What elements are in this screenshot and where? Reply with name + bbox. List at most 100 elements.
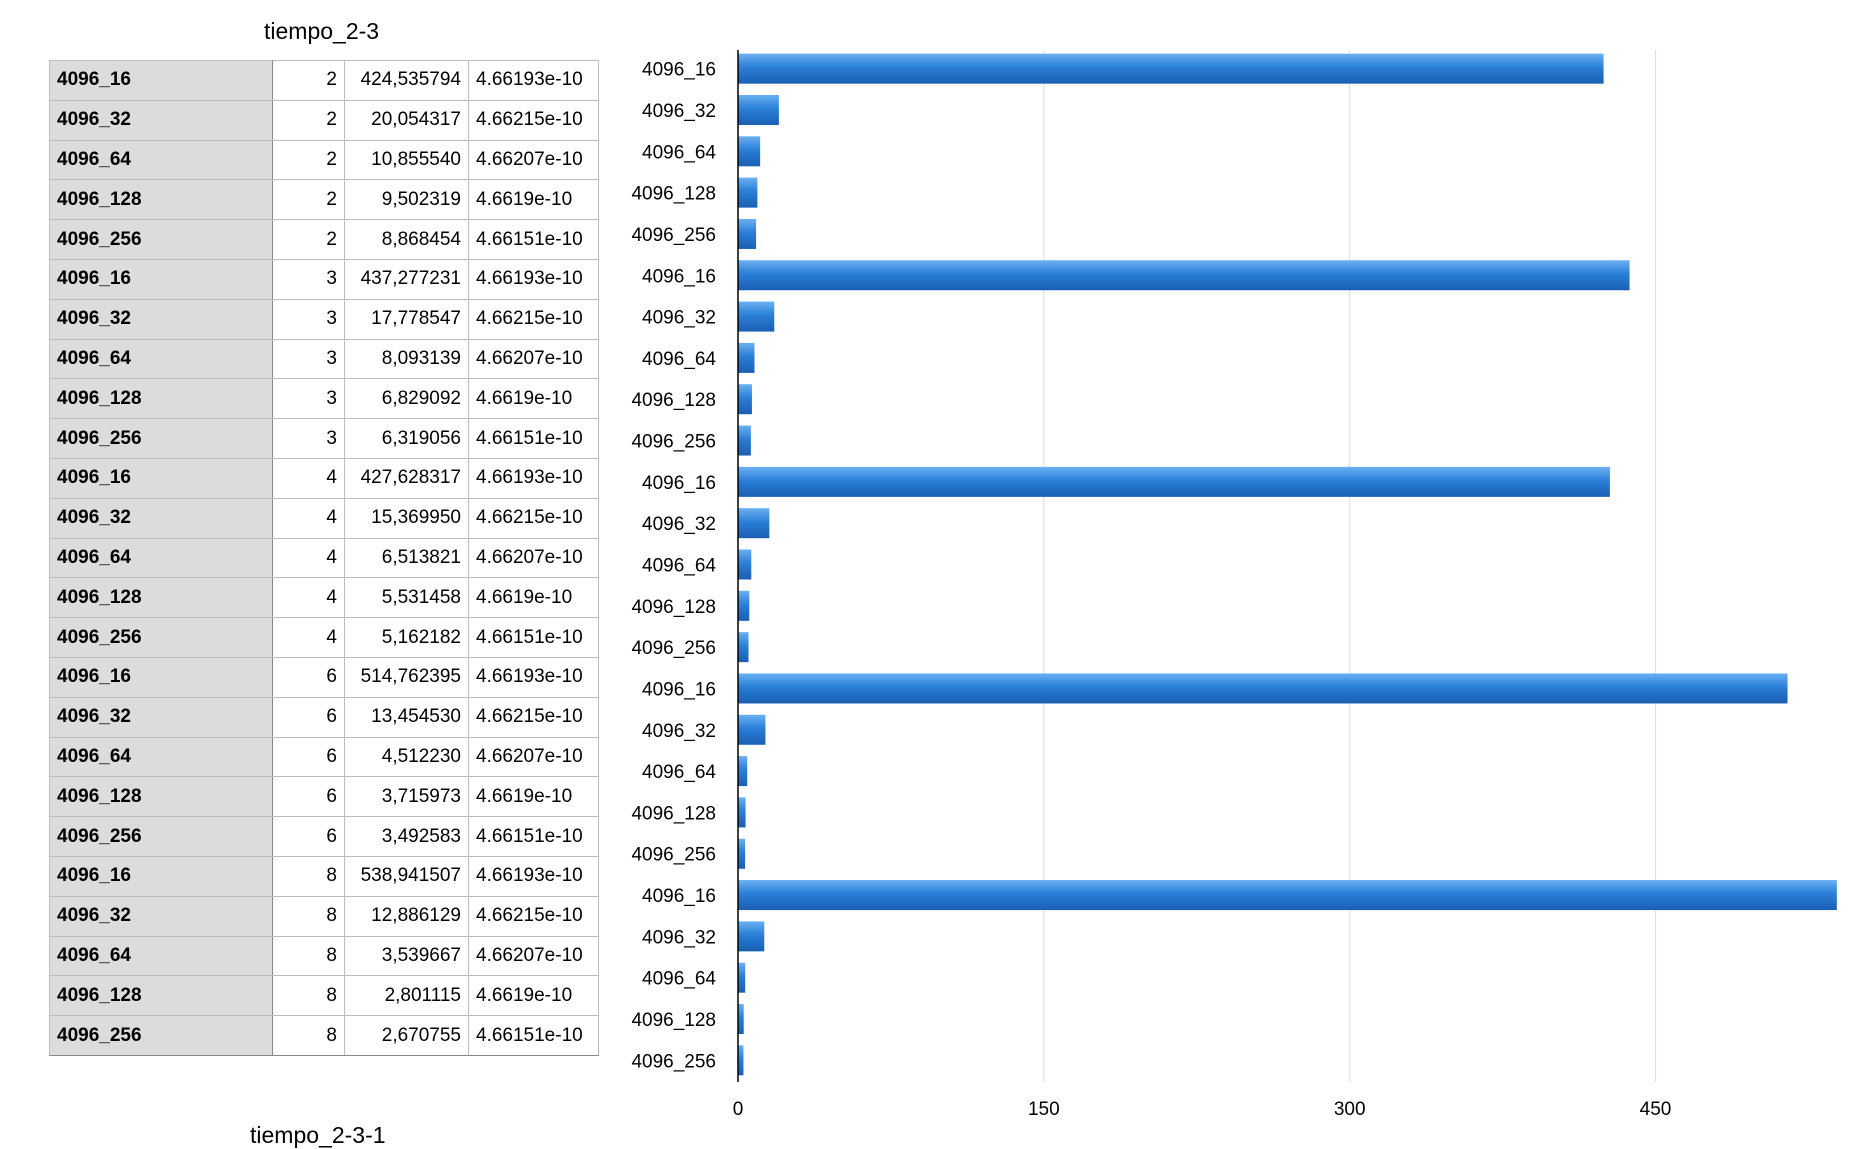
row-label[interactable]: 4096_16 xyxy=(49,855,273,897)
row-n[interactable]: 3 xyxy=(272,338,345,380)
bar[interactable] xyxy=(738,549,752,580)
row-n[interactable]: 6 xyxy=(272,736,345,778)
bar[interactable] xyxy=(738,425,751,456)
row-label[interactable]: 4096_16 xyxy=(49,656,273,698)
row-n[interactable]: 2 xyxy=(272,179,345,221)
row-label[interactable]: 4096_64 xyxy=(49,537,273,579)
row-time[interactable]: 437,277231 xyxy=(344,258,469,300)
row-time[interactable]: 4,512230 xyxy=(344,736,469,778)
bar[interactable] xyxy=(738,921,765,952)
row-time[interactable]: 8,868454 xyxy=(344,219,469,260)
row-time[interactable]: 10,855540 xyxy=(344,139,469,181)
row-time[interactable]: 9,502319 xyxy=(344,179,469,221)
row-error[interactable]: 4.66207e-10 xyxy=(468,537,599,579)
row-label[interactable]: 4096_64 xyxy=(49,736,273,778)
bar[interactable] xyxy=(738,94,779,125)
row-time[interactable]: 15,369950 xyxy=(344,497,469,539)
row-n[interactable]: 4 xyxy=(272,537,345,579)
row-error[interactable]: 4.66207e-10 xyxy=(468,338,599,380)
row-label[interactable]: 4096_32 xyxy=(49,298,273,340)
row-error[interactable]: 4.66193e-10 xyxy=(468,60,599,101)
row-error[interactable]: 4.66207e-10 xyxy=(468,736,599,778)
bar[interactable] xyxy=(738,508,770,539)
row-label[interactable]: 4096_32 xyxy=(49,895,273,937)
row-n[interactable]: 2 xyxy=(272,60,345,101)
row-n[interactable]: 6 xyxy=(272,776,345,818)
row-n[interactable]: 3 xyxy=(272,258,345,300)
bar[interactable] xyxy=(738,962,746,993)
row-label[interactable]: 4096_16 xyxy=(49,258,273,300)
row-label[interactable]: 4096_256 xyxy=(49,418,273,459)
row-n[interactable]: 6 xyxy=(272,816,345,857)
row-time[interactable]: 3,492583 xyxy=(344,816,469,857)
bar[interactable] xyxy=(738,53,1604,84)
row-time[interactable]: 427,628317 xyxy=(344,457,469,499)
row-n[interactable]: 3 xyxy=(272,418,345,459)
row-n[interactable]: 8 xyxy=(272,935,345,977)
bar[interactable] xyxy=(738,177,758,208)
row-error[interactable]: 4.66151e-10 xyxy=(468,617,599,658)
row-error[interactable]: 4.6619e-10 xyxy=(468,179,599,221)
row-time[interactable]: 3,715973 xyxy=(344,776,469,818)
row-time[interactable]: 3,539667 xyxy=(344,935,469,977)
row-error[interactable]: 4.66151e-10 xyxy=(468,1015,599,1056)
row-time[interactable]: 2,801115 xyxy=(344,975,469,1017)
row-label[interactable]: 4096_128 xyxy=(49,378,273,420)
bar[interactable] xyxy=(738,797,746,828)
row-n[interactable]: 2 xyxy=(272,139,345,181)
row-n[interactable]: 3 xyxy=(272,378,345,420)
row-label[interactable]: 4096_32 xyxy=(49,497,273,539)
row-label[interactable]: 4096_64 xyxy=(49,935,273,977)
bar[interactable] xyxy=(738,466,1610,497)
row-error[interactable]: 4.66215e-10 xyxy=(468,99,599,141)
row-label[interactable]: 4096_256 xyxy=(49,816,273,857)
bar[interactable] xyxy=(738,1045,744,1076)
row-time[interactable]: 5,162182 xyxy=(344,617,469,658)
row-label[interactable]: 4096_32 xyxy=(49,696,273,738)
row-time[interactable]: 6,513821 xyxy=(344,537,469,579)
row-n[interactable]: 2 xyxy=(272,219,345,260)
row-time[interactable]: 2,670755 xyxy=(344,1015,469,1056)
row-label[interactable]: 4096_16 xyxy=(49,457,273,499)
bar[interactable] xyxy=(738,673,1788,704)
row-error[interactable]: 4.66207e-10 xyxy=(468,139,599,181)
row-label[interactable]: 4096_32 xyxy=(49,99,273,141)
row-error[interactable]: 4.66151e-10 xyxy=(468,816,599,857)
row-error[interactable]: 4.66215e-10 xyxy=(468,696,599,738)
row-error[interactable]: 4.6619e-10 xyxy=(468,975,599,1017)
row-label[interactable]: 4096_16 xyxy=(49,60,273,101)
row-label[interactable]: 4096_256 xyxy=(49,219,273,260)
row-n[interactable]: 6 xyxy=(272,696,345,738)
row-error[interactable]: 4.66151e-10 xyxy=(468,418,599,459)
row-label[interactable]: 4096_128 xyxy=(49,179,273,221)
row-time[interactable]: 8,093139 xyxy=(344,338,469,380)
row-n[interactable]: 3 xyxy=(272,298,345,340)
row-time[interactable]: 12,886129 xyxy=(344,895,469,937)
row-n[interactable]: 4 xyxy=(272,457,345,499)
row-label[interactable]: 4096_256 xyxy=(49,617,273,658)
row-error[interactable]: 4.66193e-10 xyxy=(468,457,599,499)
row-label[interactable]: 4096_256 xyxy=(49,1015,273,1056)
row-n[interactable]: 8 xyxy=(272,895,345,937)
row-n[interactable]: 8 xyxy=(272,855,345,897)
row-label[interactable]: 4096_64 xyxy=(49,139,273,181)
bar[interactable] xyxy=(738,384,752,415)
row-error[interactable]: 4.66215e-10 xyxy=(468,497,599,539)
row-n[interactable]: 2 xyxy=(272,99,345,141)
bar[interactable] xyxy=(738,301,775,332)
bar[interactable] xyxy=(738,880,1837,911)
row-label[interactable]: 4096_128 xyxy=(49,577,273,619)
row-label[interactable]: 4096_128 xyxy=(49,975,273,1017)
row-n[interactable]: 4 xyxy=(272,577,345,619)
bar[interactable] xyxy=(738,714,766,745)
row-error[interactable]: 4.6619e-10 xyxy=(468,378,599,420)
row-time[interactable]: 538,941507 xyxy=(344,855,469,897)
row-time[interactable]: 6,319056 xyxy=(344,418,469,459)
row-error[interactable]: 4.66215e-10 xyxy=(468,298,599,340)
bar[interactable] xyxy=(738,260,1630,291)
row-error[interactable]: 4.66193e-10 xyxy=(468,258,599,300)
row-error[interactable]: 4.66193e-10 xyxy=(468,855,599,897)
bar[interactable] xyxy=(738,590,750,621)
row-n[interactable]: 8 xyxy=(272,1015,345,1056)
row-time[interactable]: 17,778547 xyxy=(344,298,469,340)
